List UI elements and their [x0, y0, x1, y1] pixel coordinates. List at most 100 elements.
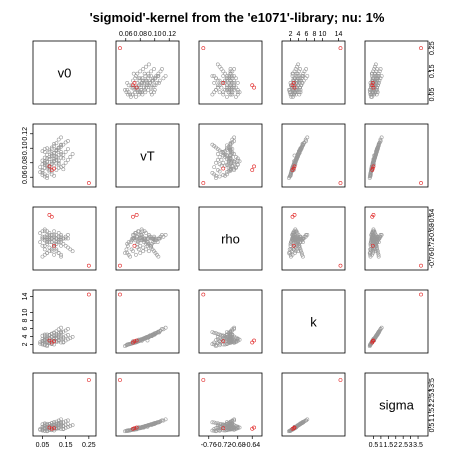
data-point-71 — [369, 94, 373, 99]
data-point-67 — [54, 419, 59, 424]
data-point-96 — [295, 236, 300, 241]
data-point-72 — [221, 173, 226, 177]
data-point-72 — [40, 342, 45, 347]
data-point-61 — [230, 92, 235, 97]
data-point-68 — [161, 76, 166, 81]
panel-rho-vs-vT — [115, 206, 180, 271]
data-point-40 — [135, 71, 140, 76]
highlight-point-1 — [47, 338, 52, 343]
data-point-44 — [215, 152, 220, 156]
y-tick-label-vT: 0.06 — [22, 170, 29, 184]
data-point-98 — [298, 147, 303, 151]
data-point-29 — [378, 67, 383, 71]
x-tick-label-sigma: 1.5 — [383, 442, 393, 449]
data-point-72 — [368, 243, 373, 248]
data-point-36 — [230, 81, 235, 85]
data-point-18 — [210, 92, 215, 97]
data-point-64 — [149, 85, 154, 90]
x-tick-label-k: 8 — [313, 31, 317, 38]
data-point-20 — [125, 87, 130, 92]
data-point-98 — [375, 147, 379, 151]
highlight-point-3 — [132, 243, 137, 248]
highlight-point-1 — [47, 164, 52, 169]
data-point-29 — [232, 418, 237, 423]
highlight-point-1 — [371, 338, 376, 343]
x-tick-label-sigma: 3.5 — [413, 442, 423, 449]
data-point-73 — [217, 174, 222, 179]
data-point-48 — [289, 85, 294, 90]
highlight-point-3 — [291, 243, 296, 248]
data-point-59 — [214, 331, 218, 336]
data-point-95 — [294, 236, 299, 241]
data-point-86 — [224, 78, 229, 83]
x-tick-label-rho: -0.64 — [244, 442, 260, 449]
data-point-97 — [228, 69, 233, 74]
data-point-98 — [66, 147, 70, 151]
data-point-59 — [214, 421, 218, 426]
data-point-74 — [123, 429, 127, 434]
data-point-87 — [290, 92, 295, 97]
data-point-62 — [42, 155, 47, 160]
data-point-18 — [289, 254, 293, 259]
data-point-80 — [149, 74, 154, 78]
data-point-92 — [300, 420, 305, 425]
data-point-48 — [47, 238, 52, 243]
y-tick-label-sigma: 3.5 — [429, 378, 436, 388]
data-point-29 — [378, 139, 383, 143]
data-point-49 — [49, 342, 54, 346]
data-point-12 — [47, 232, 52, 237]
data-point-69 — [163, 325, 168, 330]
panel-sigma-vs-v0 — [32, 372, 97, 437]
highlight-point-0 — [118, 46, 122, 51]
data-point-22 — [217, 162, 222, 167]
data-point-21 — [215, 168, 220, 172]
data-point-66 — [212, 420, 217, 425]
data-point-73 — [287, 247, 292, 252]
data-point-44 — [296, 62, 301, 67]
data-point-87 — [228, 168, 233, 173]
data-point-59 — [153, 76, 158, 81]
data-point-72 — [126, 243, 130, 248]
panel-border — [281, 372, 346, 437]
highlight-point-1 — [47, 213, 52, 217]
data-point-76 — [232, 83, 237, 88]
data-point-68 — [56, 327, 61, 332]
data-point-44 — [147, 249, 151, 254]
data-point-29 — [66, 232, 70, 237]
data-point-64 — [219, 422, 224, 427]
data-point-50 — [223, 81, 227, 85]
data-point-71 — [289, 94, 294, 99]
highlight-point-3 — [291, 166, 296, 171]
data-point-74 — [287, 251, 291, 255]
x-tick-label-sigma: 2 — [394, 442, 398, 449]
data-point-52 — [133, 76, 138, 81]
data-point-28 — [230, 69, 235, 74]
highlight-point-2 — [49, 214, 54, 219]
data-point-63 — [223, 87, 227, 92]
data-point-42 — [219, 157, 224, 162]
data-point-79 — [146, 240, 151, 245]
data-point-93 — [228, 338, 233, 343]
data-point-74 — [214, 87, 218, 92]
highlight-point-1 — [134, 425, 139, 430]
data-point-66 — [376, 252, 381, 257]
data-point-98 — [228, 332, 233, 337]
data-point-42 — [141, 67, 146, 71]
data-point-42 — [66, 157, 70, 162]
data-point-48 — [226, 85, 231, 90]
x-tick-label-sigma: 2.5 — [398, 442, 408, 449]
data-point-70 — [61, 167, 66, 172]
data-point-50 — [223, 173, 227, 178]
data-point-47 — [228, 87, 233, 92]
data-point-17 — [134, 252, 138, 257]
data-point-22 — [136, 247, 141, 252]
data-point-76 — [371, 232, 376, 237]
highlight-point-3 — [52, 243, 56, 248]
x-tick-label-k: 14 — [335, 31, 343, 38]
data-point-39 — [224, 330, 229, 334]
data-point-30 — [234, 94, 238, 99]
data-point-7 — [56, 162, 61, 167]
data-point-34 — [234, 85, 238, 90]
data-point-98 — [375, 67, 379, 71]
data-point-53 — [235, 338, 240, 343]
